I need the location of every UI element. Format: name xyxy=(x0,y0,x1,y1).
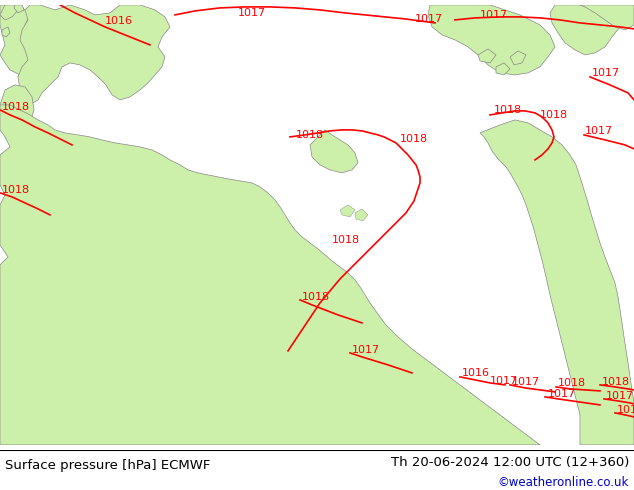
Polygon shape xyxy=(340,205,355,217)
Polygon shape xyxy=(580,5,634,30)
Polygon shape xyxy=(355,209,368,221)
Polygon shape xyxy=(0,5,18,20)
Polygon shape xyxy=(0,85,34,137)
Text: 1017: 1017 xyxy=(480,10,508,20)
Text: 1016: 1016 xyxy=(105,16,133,26)
Polygon shape xyxy=(496,63,510,75)
Text: 1017: 1017 xyxy=(585,126,613,136)
Text: 1017: 1017 xyxy=(352,345,380,355)
Polygon shape xyxy=(478,49,496,63)
Text: Th 20-06-2024 12:00 UTC (12+360): Th 20-06-2024 12:00 UTC (12+360) xyxy=(391,456,629,469)
Text: 1018: 1018 xyxy=(602,377,630,387)
Text: 1017: 1017 xyxy=(606,391,634,401)
Polygon shape xyxy=(310,130,358,173)
Text: 1018: 1018 xyxy=(296,130,324,140)
Polygon shape xyxy=(428,5,555,75)
Text: 1017: 1017 xyxy=(548,389,576,399)
Text: 1018: 1018 xyxy=(494,105,522,115)
Polygon shape xyxy=(480,120,634,445)
Text: 1018: 1018 xyxy=(558,378,586,388)
Text: 1018: 1018 xyxy=(332,235,360,245)
Text: 1018: 1018 xyxy=(400,134,428,144)
Polygon shape xyxy=(0,5,45,75)
Polygon shape xyxy=(2,27,10,37)
Text: 1017: 1017 xyxy=(512,377,540,387)
Text: 1018: 1018 xyxy=(540,110,568,120)
Text: 1017: 1017 xyxy=(490,376,518,386)
Text: 1017: 1017 xyxy=(238,8,266,18)
Polygon shape xyxy=(550,5,620,55)
Text: ©weatheronline.co.uk: ©weatheronline.co.uk xyxy=(498,476,629,490)
Text: 1016: 1016 xyxy=(462,368,490,378)
Polygon shape xyxy=(14,5,24,13)
Polygon shape xyxy=(510,51,526,65)
Text: 1017: 1017 xyxy=(415,14,443,24)
Text: 1018: 1018 xyxy=(2,185,30,195)
Polygon shape xyxy=(0,105,540,445)
Text: 1018: 1018 xyxy=(617,405,634,415)
Text: 1018: 1018 xyxy=(2,102,30,112)
Text: 1017: 1017 xyxy=(592,68,620,78)
Text: Surface pressure [hPa] ECMWF: Surface pressure [hPa] ECMWF xyxy=(5,459,210,471)
Polygon shape xyxy=(18,5,170,105)
Text: 1018: 1018 xyxy=(302,292,330,302)
